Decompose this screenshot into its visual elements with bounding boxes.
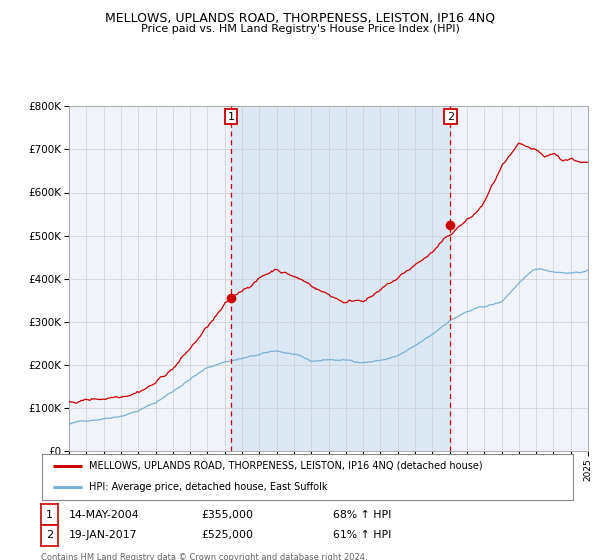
Text: 68% ↑ HPI: 68% ↑ HPI bbox=[333, 510, 391, 520]
Text: 2: 2 bbox=[46, 530, 53, 540]
Text: HPI: Average price, detached house, East Suffolk: HPI: Average price, detached house, East… bbox=[89, 482, 327, 492]
Bar bbox=[231, 106, 451, 451]
Text: 61% ↑ HPI: 61% ↑ HPI bbox=[333, 530, 391, 540]
Text: 1: 1 bbox=[46, 510, 53, 520]
Text: 1: 1 bbox=[227, 111, 235, 122]
Text: Price paid vs. HM Land Registry's House Price Index (HPI): Price paid vs. HM Land Registry's House … bbox=[140, 24, 460, 34]
Text: Contains HM Land Registry data © Crown copyright and database right 2024.
This d: Contains HM Land Registry data © Crown c… bbox=[41, 553, 367, 560]
Text: MELLOWS, UPLANDS ROAD, THORPENESS, LEISTON, IP16 4NQ (detached house): MELLOWS, UPLANDS ROAD, THORPENESS, LEIST… bbox=[89, 461, 482, 471]
Text: £525,000: £525,000 bbox=[201, 530, 253, 540]
Text: 19-JAN-2017: 19-JAN-2017 bbox=[69, 530, 137, 540]
Text: 14-MAY-2004: 14-MAY-2004 bbox=[69, 510, 140, 520]
Text: MELLOWS, UPLANDS ROAD, THORPENESS, LEISTON, IP16 4NQ: MELLOWS, UPLANDS ROAD, THORPENESS, LEIST… bbox=[105, 11, 495, 24]
Text: 2: 2 bbox=[447, 111, 454, 122]
Text: £355,000: £355,000 bbox=[201, 510, 253, 520]
